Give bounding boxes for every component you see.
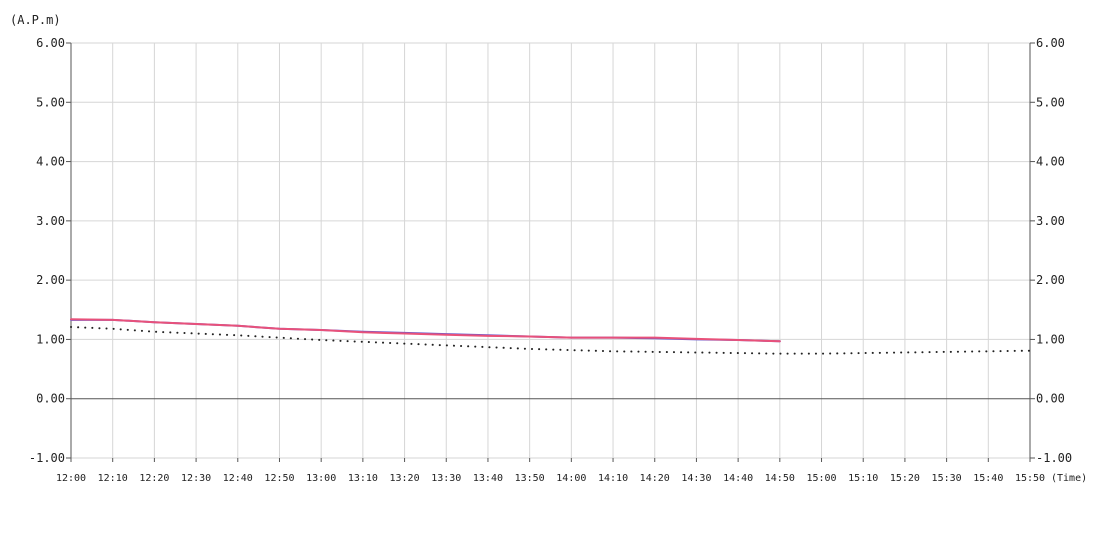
x-tick-label: 12:10 — [98, 473, 128, 484]
y-tick-label-left: -1.00 — [29, 451, 65, 465]
y-tick-label-right: 0.00 — [1036, 392, 1065, 406]
y-tick-label-right: 5.00 — [1036, 95, 1065, 109]
y-tick-label-right: 4.00 — [1036, 155, 1065, 169]
x-tick-label: 13:20 — [390, 473, 420, 484]
x-tick-label: 12:30 — [181, 473, 211, 484]
y-tick-label-right: 2.00 — [1036, 273, 1065, 287]
x-tick-label: 14:00 — [556, 473, 586, 484]
x-tick-label: 14:40 — [723, 473, 753, 484]
x-tick-label: 15:10 — [848, 473, 878, 484]
x-tick-label: 13:50 — [515, 473, 545, 484]
labels-layer: (A.P.m) (Time) 6.00 6.00 5.00 5.00 4.00 4.00 3… — [10, 13, 1087, 484]
x-axis-unit-label: (Time) — [1051, 473, 1087, 484]
x-tick-label: 13:10 — [348, 473, 378, 484]
x-tick-label: 12:00 — [56, 473, 86, 484]
y-tick-label-left: 0.00 — [36, 392, 65, 406]
y-tick-label-right: -1.00 — [1036, 451, 1072, 465]
x-tick-label: 12:40 — [223, 473, 253, 484]
x-tick-label: 13:40 — [473, 473, 503, 484]
series-layer — [70, 318, 1031, 355]
x-tick-label: 12:20 — [139, 473, 169, 484]
axes-layer — [66, 42, 1035, 462]
y-tick-label-left: 1.00 — [36, 332, 65, 346]
y-tick-label-right: 6.00 — [1036, 36, 1065, 50]
x-tick-label: 14:20 — [640, 473, 670, 484]
y-tick-label-left: 3.00 — [36, 214, 65, 228]
y-tick-label-right: 3.00 — [1036, 214, 1065, 228]
x-tick-label: 14:30 — [681, 473, 711, 484]
x-tick-label: 15:00 — [806, 473, 836, 484]
series-line-2 — [70, 318, 781, 343]
grid-layer — [70, 42, 1031, 459]
y-tick-label-left: 5.00 — [36, 95, 65, 109]
x-tick-label: 14:10 — [598, 473, 628, 484]
x-tick-label: 12:50 — [264, 473, 294, 484]
x-tick-label: 15:50 — [1015, 473, 1045, 484]
y-tick-label-right: 1.00 — [1036, 332, 1065, 346]
x-tick-label: 15:30 — [932, 473, 962, 484]
series-line-3 — [70, 325, 1031, 355]
y-tick-label-left: 2.00 — [36, 273, 65, 287]
x-tick-label: 14:50 — [765, 473, 795, 484]
y-tick-label-left: 6.00 — [36, 36, 65, 50]
x-tick-label: 13:00 — [306, 473, 336, 484]
x-tick-label: 15:40 — [973, 473, 1003, 484]
x-tick-label: 13:30 — [431, 473, 461, 484]
y-tick-label-left: 4.00 — [36, 155, 65, 169]
y-axis-unit-label: (A.P.m) — [10, 13, 61, 27]
x-tick-label: 15:20 — [890, 473, 920, 484]
